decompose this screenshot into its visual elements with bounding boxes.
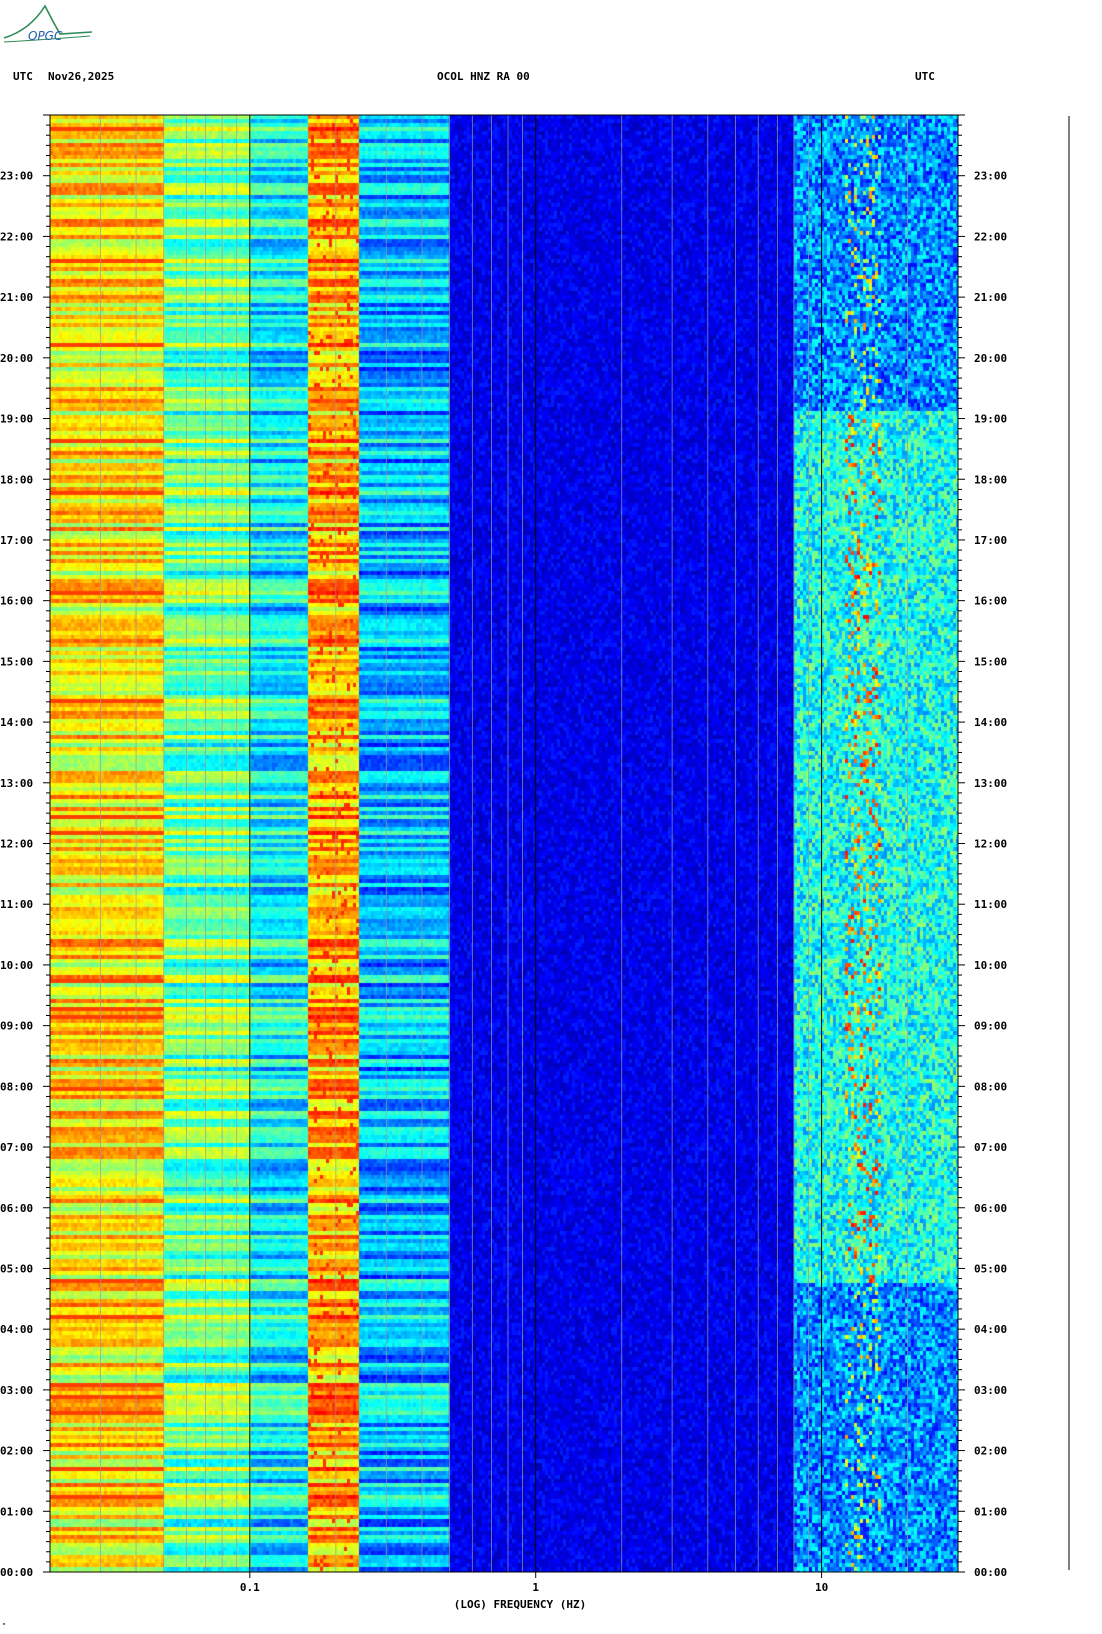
- left-time-label-11: 12:00: [0, 838, 33, 851]
- left-time-label-19: 04:00: [0, 1323, 33, 1336]
- x-tick-label-0: 0.1: [240, 1581, 260, 1594]
- right-time-label-12: 11:00: [974, 898, 1007, 911]
- right-time-label-23: 00:00: [974, 1566, 1007, 1579]
- right-time-label-1: 22:00: [974, 230, 1007, 243]
- right-time-label-9: 14:00: [974, 716, 1007, 729]
- right-time-label-10: 13:00: [974, 777, 1007, 790]
- left-timezone: UTC: [13, 70, 33, 83]
- left-time-label-9: 14:00: [0, 716, 33, 729]
- left-time-label-18: 05:00: [0, 1262, 33, 1275]
- right-timezone: UTC: [915, 70, 935, 83]
- left-time-axis: 23:00 22:00 21:00 20:00 19:00 18:00 17:00 16:00…: [0, 114, 50, 1579]
- left-time-label-13: 10:00: [0, 959, 33, 972]
- frequency-gridlines: [49, 115, 959, 1572]
- right-time-label-21: 02:00: [974, 1445, 1007, 1458]
- left-time-label-8: 15:00: [0, 655, 33, 668]
- left-time-label-21: 02:00: [0, 1445, 33, 1458]
- left-time-label-7: 16:00: [0, 595, 33, 608]
- left-time-label-23: 00:00: [0, 1566, 33, 1579]
- right-time-label-6: 17:00: [974, 534, 1007, 547]
- x-axis-label: (LOG) FREQUENCY (HZ): [453, 1598, 587, 1611]
- left-time-label-17: 06:00: [0, 1202, 33, 1215]
- right-time-label-7: 16:00: [974, 595, 1007, 608]
- right-time-label-19: 04:00: [974, 1323, 1007, 1336]
- left-time-label-22: 01:00: [0, 1505, 33, 1518]
- left-time-label-12: 11:00: [0, 898, 33, 911]
- right-time-label-11: 12:00: [974, 838, 1007, 851]
- right-time-label-18: 05:00: [974, 1262, 1007, 1275]
- station-title: OCOL HNZ RA 00: [437, 70, 530, 83]
- right-time-label-16: 07:00: [974, 1141, 1007, 1154]
- footer-mark: ": [2, 1622, 7, 1630]
- right-time-label-4: 19:00: [974, 413, 1007, 426]
- right-time-label-14: 09:00: [974, 1020, 1007, 1033]
- left-time-label-3: 20:00: [0, 352, 33, 365]
- right-time-label-22: 01:00: [974, 1505, 1007, 1518]
- right-time-label-0: 23:00: [974, 170, 1007, 183]
- right-time-label-5: 18:00: [974, 473, 1007, 486]
- left-time-label-10: 13:00: [0, 777, 33, 790]
- left-time-label-4: 19:00: [0, 413, 33, 426]
- right-time-label-15: 08:00: [974, 1080, 1007, 1093]
- date-label: Nov26,2025: [48, 70, 115, 83]
- left-time-label-20: 03:00: [0, 1384, 33, 1397]
- left-time-label-5: 18:00: [0, 473, 33, 486]
- left-time-label-14: 09:00: [0, 1020, 33, 1033]
- left-time-label-16: 07:00: [0, 1141, 33, 1154]
- x-tick-label-1: 1: [532, 1581, 539, 1594]
- left-time-label-2: 21:00: [0, 291, 33, 304]
- left-time-label-15: 08:00: [0, 1080, 33, 1093]
- spectrogram: [50, 115, 958, 1572]
- frequency-axis: 0.1 1 10: [240, 1572, 828, 1594]
- left-time-label-0: 23:00: [0, 170, 33, 183]
- left-time-label-6: 17:00: [0, 534, 33, 547]
- right-time-label-8: 15:00: [974, 655, 1007, 668]
- right-time-label-17: 06:00: [974, 1202, 1007, 1215]
- right-time-label-2: 21:00: [974, 291, 1007, 304]
- right-time-label-13: 10:00: [974, 959, 1007, 972]
- opgc-logo: OPGC: [0, 0, 100, 48]
- right-time-label-3: 20:00: [974, 352, 1007, 365]
- logo-text: OPGC: [28, 29, 63, 43]
- right-time-axis: 23:00 22:00 21:00 20:00 19:00 18:00 17:00 16:00…: [958, 114, 1007, 1579]
- spectrogram-heatmap: [50, 115, 958, 1572]
- x-tick-label-2: 10: [815, 1581, 828, 1594]
- left-time-label-1: 22:00: [0, 230, 33, 243]
- right-time-label-20: 03:00: [974, 1384, 1007, 1397]
